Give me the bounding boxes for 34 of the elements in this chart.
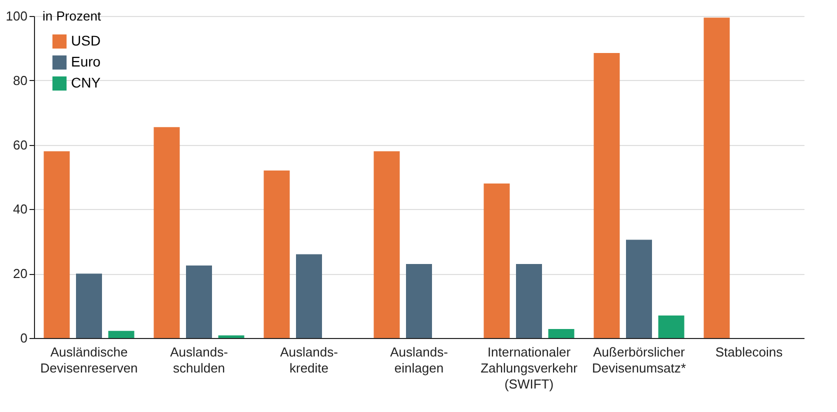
bar: [484, 183, 510, 338]
bar: [44, 151, 70, 338]
y-tick-label: 100: [6, 8, 28, 24]
bar: [76, 274, 102, 338]
legend-label: CNY: [71, 74, 102, 90]
bar: [186, 266, 212, 338]
bar: [658, 315, 684, 338]
bar: [516, 264, 542, 338]
x-tick-label: Stablecoins: [715, 344, 784, 360]
legend-label: Euro: [71, 54, 101, 70]
y-tick-label: 20: [13, 266, 28, 282]
bar: [264, 170, 290, 338]
bar: [548, 328, 574, 338]
bar: [626, 240, 652, 338]
bar: [218, 335, 244, 338]
x-tick-label: Internationaler Zahlungsverkehr (SWIFT): [480, 344, 578, 392]
x-tick-label: Auslands- einlagen: [390, 344, 448, 376]
y-tick-label: 40: [13, 202, 28, 217]
y-axis-title: in Prozent: [42, 8, 102, 24]
x-tick-label: Ausländische Devisenreserven: [40, 344, 138, 376]
bar: [154, 127, 180, 338]
y-tick-label: 80: [13, 72, 28, 88]
bar: [374, 151, 400, 338]
bar: [704, 18, 730, 338]
legend-label: USD: [71, 32, 101, 48]
y-tick-label: 0: [20, 330, 28, 346]
bar: [406, 264, 432, 338]
x-tick-label: Außerbörslicher Devisenumsatz*: [592, 344, 686, 376]
bar: [296, 254, 322, 338]
bar: [108, 330, 134, 338]
x-tick-label: Auslands- schulden: [170, 344, 228, 376]
x-tick-label: Auslands- kredite: [280, 344, 338, 376]
y-tick-label: 60: [13, 137, 28, 152]
bar: [594, 53, 620, 338]
